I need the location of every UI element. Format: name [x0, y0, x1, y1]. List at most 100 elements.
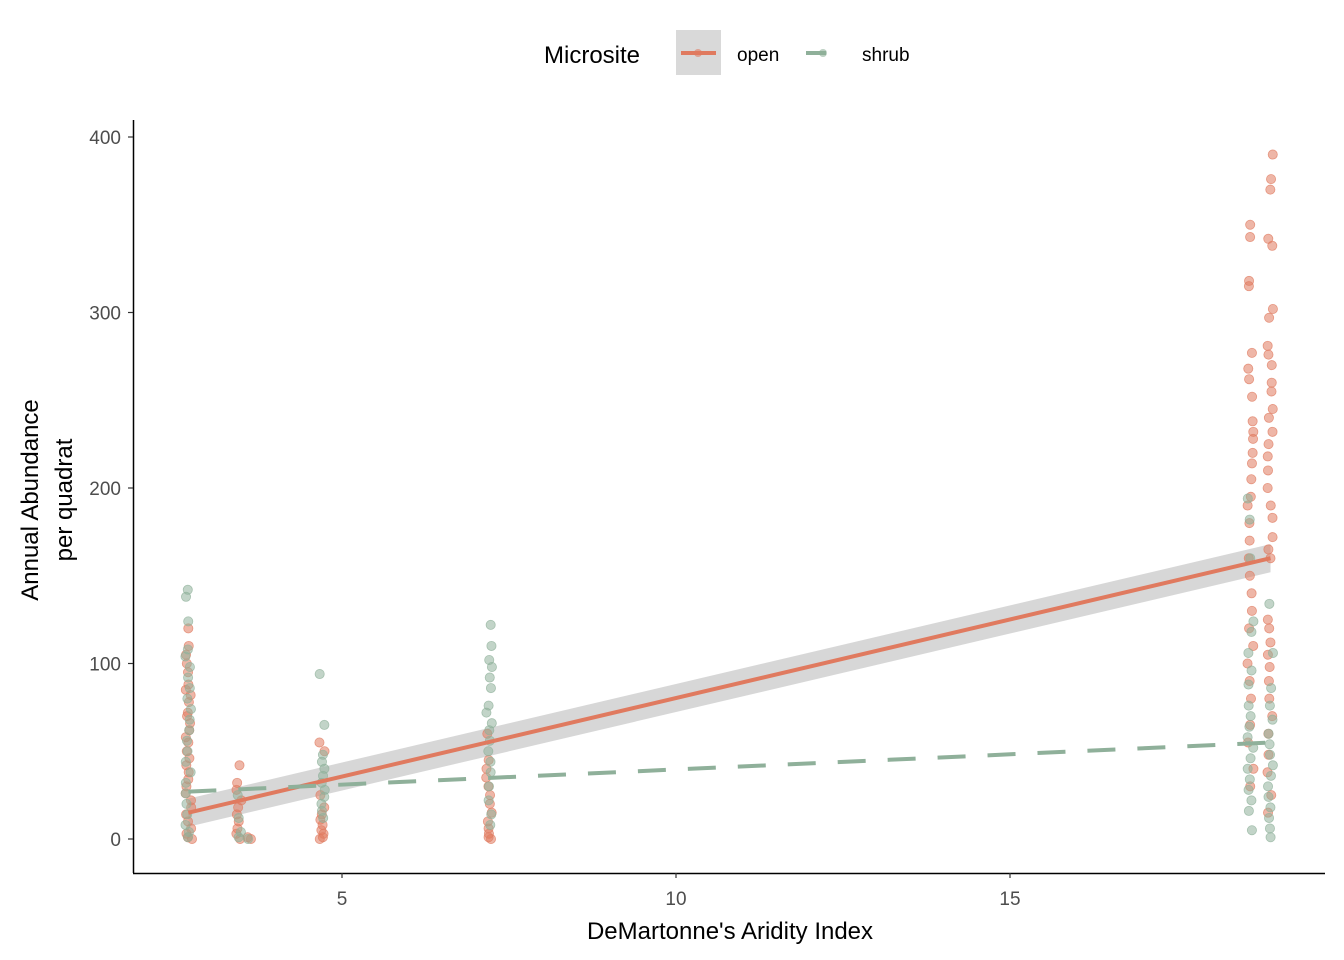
- point-open: [1244, 570, 1255, 581]
- point-open: [234, 760, 245, 771]
- point-open: [1244, 374, 1255, 385]
- y-ticks: 0 100 200 300 400: [89, 128, 133, 851]
- point-shrub: [1246, 665, 1257, 676]
- point-open: [1267, 426, 1278, 437]
- point-open: [1244, 535, 1255, 546]
- point-shrub: [1244, 721, 1255, 732]
- point-shrub: [486, 640, 497, 651]
- point-shrub: [318, 812, 329, 823]
- point-open: [1243, 281, 1254, 292]
- point-open: [1247, 447, 1258, 458]
- point-shrub: [1265, 802, 1276, 813]
- point-shrub: [182, 832, 193, 843]
- legend-key-shrub-point: [819, 49, 827, 57]
- legend: Microsite open shrub: [544, 30, 910, 75]
- point-open: [1246, 588, 1257, 599]
- y-tick-label: 200: [89, 479, 121, 500]
- point-shrub: [184, 662, 195, 673]
- y-tick-label: 300: [89, 304, 121, 325]
- point-open: [1264, 623, 1275, 634]
- point-shrub: [485, 756, 496, 767]
- point-shrub: [1248, 616, 1259, 627]
- point-shrub: [243, 834, 254, 845]
- point-shrub: [1266, 683, 1277, 694]
- point-shrub: [1245, 753, 1256, 764]
- x-tick-label: 15: [999, 889, 1020, 910]
- point-shrub: [184, 725, 195, 736]
- point-shrub: [183, 672, 194, 683]
- point-open: [1266, 377, 1277, 388]
- point-open: [1267, 404, 1278, 415]
- legend-label-shrub: shrub: [862, 45, 910, 66]
- point-open: [1263, 412, 1274, 423]
- point-open: [1246, 474, 1257, 485]
- point-open: [1267, 303, 1278, 314]
- point-shrub: [486, 662, 497, 673]
- point-shrub: [1263, 781, 1274, 792]
- point-shrub: [485, 619, 496, 630]
- point-open: [1265, 500, 1276, 511]
- point-open: [1267, 149, 1278, 160]
- point-shrub: [483, 781, 494, 792]
- point-shrub: [1246, 795, 1257, 806]
- point-shrub: [1264, 739, 1275, 750]
- point-shrub: [485, 767, 496, 778]
- point-open: [1245, 219, 1256, 230]
- point-open: [1263, 544, 1274, 555]
- point-open: [1247, 391, 1258, 402]
- point-shrub: [1264, 823, 1275, 834]
- point-shrub: [182, 746, 193, 757]
- point-shrub: [1243, 805, 1254, 816]
- point-open: [485, 834, 496, 845]
- y-tick-label: 0: [110, 830, 121, 851]
- point-open: [1248, 433, 1259, 444]
- point-open: [1262, 340, 1273, 351]
- legend-title: Microsite: [544, 42, 640, 69]
- point-shrub: [1243, 784, 1254, 795]
- point-shrub: [181, 591, 192, 602]
- point-open: [1266, 174, 1277, 185]
- point-shrub: [485, 819, 496, 830]
- point-open: [1262, 482, 1273, 493]
- point-shrub: [185, 767, 196, 778]
- legend-label-open: open: [737, 45, 779, 66]
- point-shrub: [481, 707, 492, 718]
- point-open: [1265, 637, 1276, 648]
- y-tick-label: 100: [89, 655, 121, 676]
- point-shrub: [1244, 774, 1255, 785]
- point-open: [1246, 458, 1257, 469]
- point-open: [1267, 532, 1278, 543]
- point-shrub: [233, 812, 244, 823]
- x-ticks: 5 10 15: [337, 873, 1021, 910]
- point-open: [1264, 312, 1275, 323]
- point-shrub: [483, 795, 494, 806]
- point-open: [1267, 240, 1278, 251]
- point-open: [1266, 386, 1277, 397]
- point-shrub: [1265, 749, 1276, 760]
- point-shrub: [319, 719, 330, 730]
- trend-layer: [187, 556, 1271, 815]
- point-shrub: [314, 669, 325, 680]
- point-shrub: [184, 714, 195, 725]
- point-shrub: [1246, 626, 1257, 637]
- point-shrub: [1245, 711, 1256, 722]
- point-shrub: [1263, 791, 1274, 802]
- point-open: [1263, 465, 1274, 476]
- point-open: [1248, 640, 1259, 651]
- point-shrub: [180, 651, 191, 662]
- point-shrub: [1244, 514, 1255, 525]
- point-shrub: [184, 683, 195, 694]
- point-shrub: [180, 756, 191, 767]
- point-shrub: [1267, 647, 1278, 658]
- y-axis-title-line-1: Annual Abundance: [17, 399, 44, 601]
- point-shrub: [484, 725, 495, 736]
- point-shrub: [1242, 763, 1253, 774]
- point-shrub: [483, 746, 494, 757]
- y-tick-label: 400: [89, 128, 121, 149]
- point-shrub: [181, 798, 192, 809]
- x-tick-label: 5: [337, 889, 348, 910]
- point-open: [1243, 363, 1254, 374]
- point-open: [1246, 347, 1257, 358]
- trend-line-shrub: [188, 740, 1271, 794]
- point-shrub: [1265, 770, 1276, 781]
